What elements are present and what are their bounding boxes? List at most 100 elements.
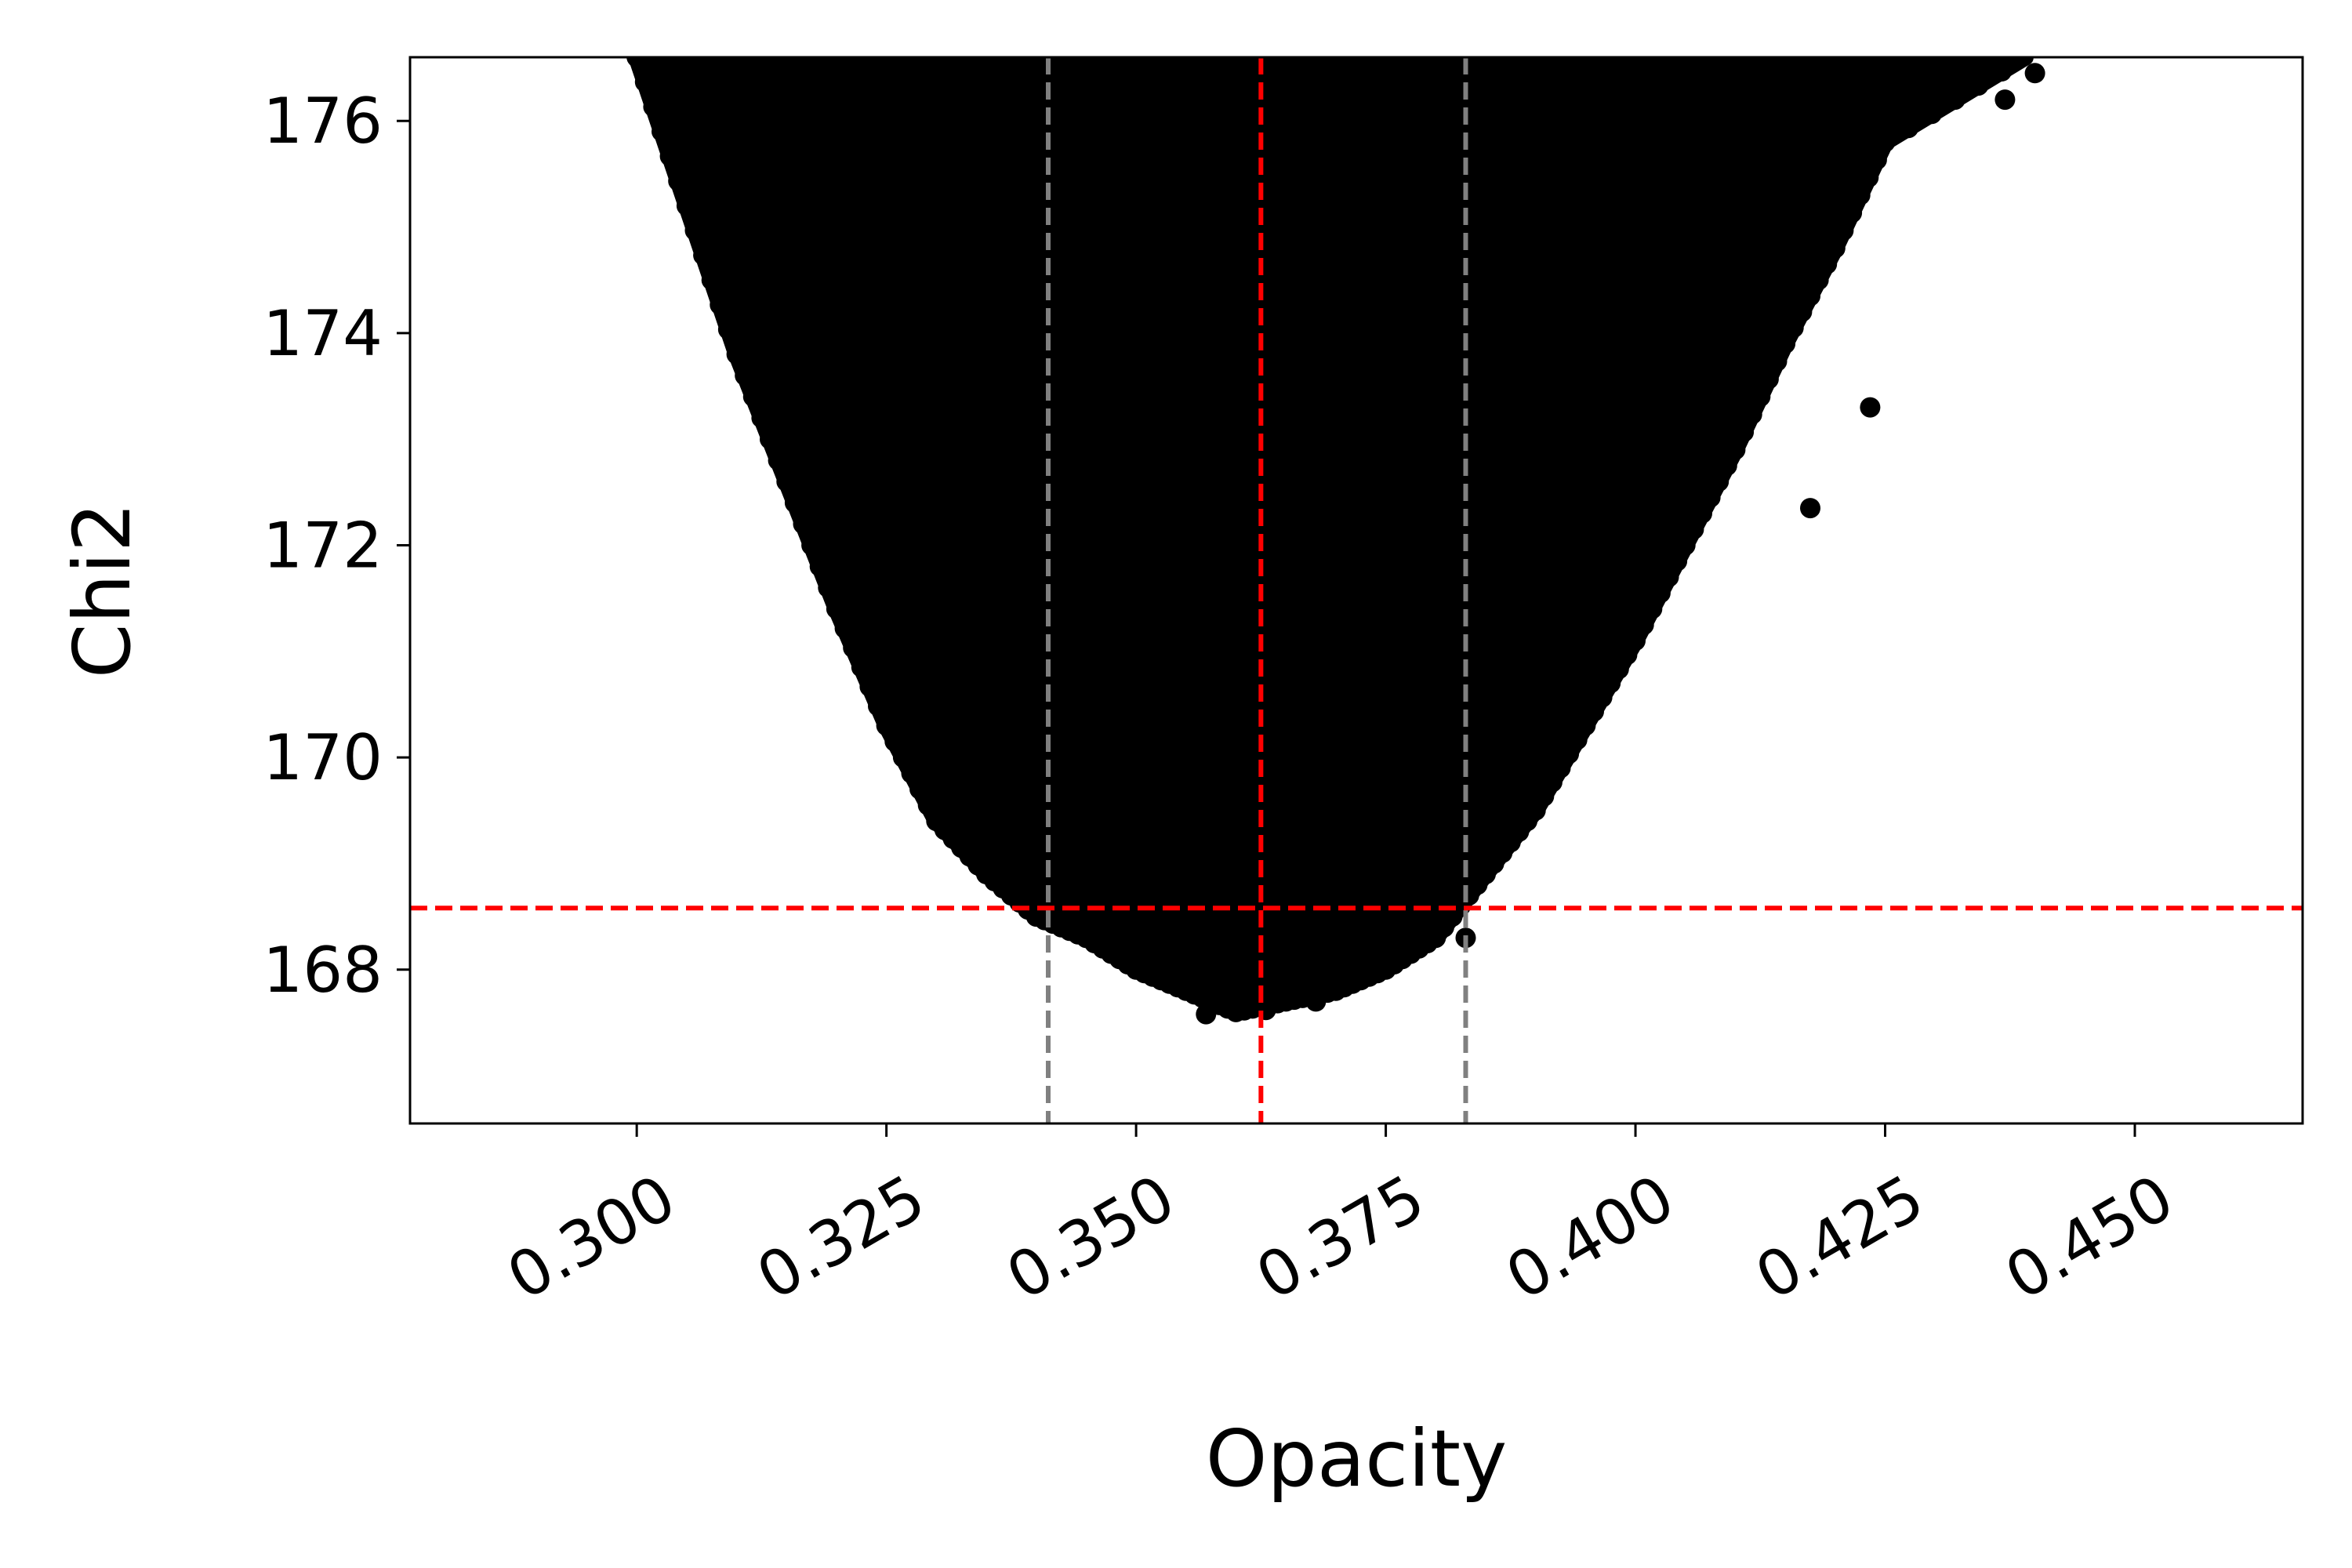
scatter-point <box>1898 118 1919 139</box>
scatter-point <box>1675 535 1696 556</box>
x-tick-label: 0.325 <box>745 1161 937 1314</box>
scatter-point <box>843 637 864 659</box>
scatter-point <box>751 408 772 429</box>
scatter-point <box>851 657 872 678</box>
scatter-point <box>809 556 830 577</box>
y-tick-label: 174 <box>263 297 383 370</box>
scatter-point-cloud <box>628 57 2034 1021</box>
scatter-point <box>742 387 764 407</box>
x-tick-label: 0.300 <box>495 1161 688 1314</box>
x-tick-label: 0.375 <box>1244 1161 1436 1314</box>
x-axis-label: Opacity <box>1206 1413 1508 1504</box>
scatter-point <box>826 598 847 619</box>
x-tick-label: 0.350 <box>995 1161 1187 1314</box>
scatter-point <box>1875 132 1896 153</box>
scatter-point <box>1775 333 1796 354</box>
scatter-point <box>793 514 814 535</box>
scatter-point <box>2024 63 2045 84</box>
scatter-point <box>1667 550 1688 572</box>
scatter-point <box>818 577 839 598</box>
scatter-point <box>1944 89 1965 111</box>
scatter-point <box>1305 991 1327 1012</box>
scatter-point <box>684 220 706 241</box>
scatter-point <box>1800 498 1820 519</box>
scatter-point <box>1842 202 1863 223</box>
scatter-point <box>801 535 822 556</box>
scatter-point <box>1866 149 1887 170</box>
scatter-point <box>1733 422 1755 443</box>
scatter-point <box>892 747 913 768</box>
scatter-point <box>1692 503 1712 524</box>
plot-frame <box>408 56 2304 1125</box>
scatter-point <box>768 450 789 471</box>
scatter-point <box>876 715 897 736</box>
scatter-point <box>659 146 681 167</box>
scatter-point <box>834 618 855 639</box>
scatter-point <box>909 779 931 800</box>
y-tick-label: 172 <box>263 509 383 582</box>
y-tick-label: 168 <box>263 934 383 1007</box>
scatter-point <box>1968 75 1989 96</box>
scatter-point <box>1922 103 1942 125</box>
scatter-point <box>1783 318 1804 339</box>
scatter-point <box>1833 220 1854 241</box>
scatter-point <box>1650 583 1671 604</box>
scatter-point <box>726 343 747 365</box>
y-tick-label: 170 <box>263 721 383 794</box>
scatter-points <box>626 57 2045 1025</box>
scatter-point <box>917 795 938 815</box>
scatter-point <box>717 319 739 340</box>
scatter-point <box>1716 456 1737 476</box>
scatter-point <box>643 96 664 118</box>
scatter-point <box>1642 598 1663 619</box>
scatter-point <box>776 471 797 492</box>
scatter-point <box>1994 89 2016 111</box>
scatter-point <box>1791 301 1813 322</box>
scatter-point <box>1824 238 1846 259</box>
x-axis-ticks: 0.300 0.325 0.350 0.375 0.400 0.425 0.450 <box>495 1123 2186 1314</box>
scatter-point <box>1196 1004 1217 1025</box>
scatter-point <box>652 121 672 142</box>
y-axis-label: Chi2 <box>56 503 148 679</box>
scatter-point <box>760 429 780 450</box>
scatter-point <box>859 676 880 697</box>
scatter-point <box>1858 167 1879 188</box>
scatter-point <box>1625 630 1646 652</box>
scatter-point <box>701 270 722 291</box>
x-tick-label: 0.425 <box>1744 1161 1936 1314</box>
scatter-point <box>1750 387 1771 407</box>
scatter-point <box>693 245 714 266</box>
scatter-point <box>884 731 906 752</box>
scatter-point <box>634 71 655 93</box>
scatter-point <box>1741 404 1762 425</box>
scatter-point <box>1766 350 1788 372</box>
scatter-point <box>784 492 805 514</box>
scatter-point <box>1817 253 1838 274</box>
x-tick-label: 0.450 <box>1994 1161 2186 1314</box>
scatter-point <box>1076 927 1097 949</box>
scatter-point <box>1860 397 1881 418</box>
scatter-point <box>735 365 756 386</box>
x-tick-label: 0.400 <box>1494 1161 1686 1314</box>
scatter-point <box>901 763 922 784</box>
scatter-point <box>1725 439 1746 460</box>
y-tick-label: 176 <box>263 85 383 158</box>
scatter-point <box>710 294 731 315</box>
scatter-point <box>1808 270 1829 291</box>
scatter-point <box>1800 285 1820 307</box>
scatter-point <box>1758 368 1779 390</box>
scatter-point <box>1700 487 1721 508</box>
scatter-point <box>1683 519 1704 540</box>
scatter-point <box>868 695 888 717</box>
scatter-point <box>1708 471 1730 492</box>
scatter-point <box>668 170 689 191</box>
scatter-point <box>626 57 648 67</box>
y-axis-ticks: 168 170 172 174 176 <box>263 85 410 1007</box>
scatter-point <box>1633 615 1654 635</box>
scatter-point <box>1658 567 1679 588</box>
scatter-point <box>676 195 697 216</box>
scatter-point <box>1991 61 2013 82</box>
reference-lines <box>410 57 2303 1123</box>
scatter-point <box>1849 184 1871 205</box>
